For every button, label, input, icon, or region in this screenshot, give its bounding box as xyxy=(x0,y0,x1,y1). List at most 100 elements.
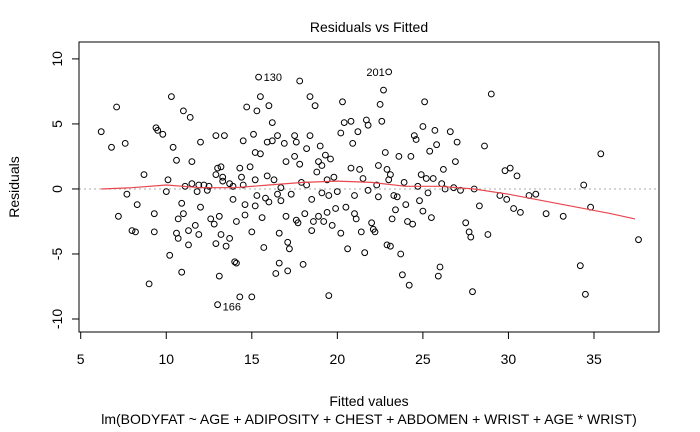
data-point xyxy=(371,228,379,236)
point-label: 166 xyxy=(223,302,241,314)
data-point xyxy=(347,164,355,172)
data-point xyxy=(327,155,334,163)
data-point xyxy=(412,136,420,143)
data-point xyxy=(635,236,642,244)
data-point xyxy=(392,206,399,214)
data-point xyxy=(251,202,259,210)
data-point xyxy=(313,168,321,176)
data-point xyxy=(296,160,304,168)
data-point xyxy=(217,163,225,171)
data-point xyxy=(351,192,358,199)
data-point xyxy=(402,201,410,209)
data-point xyxy=(513,172,521,180)
data-point xyxy=(325,292,333,300)
data-point xyxy=(429,175,437,182)
data-point xyxy=(357,228,365,236)
data-point xyxy=(434,272,442,280)
data-point xyxy=(233,218,240,225)
data-point xyxy=(241,201,249,209)
data-point xyxy=(397,250,405,258)
data-point xyxy=(294,219,302,227)
data-point xyxy=(282,212,290,220)
data-point xyxy=(388,215,396,223)
data-point xyxy=(212,132,220,140)
data-point xyxy=(481,142,488,150)
data-point xyxy=(238,173,245,181)
data-point xyxy=(280,140,288,147)
data-point xyxy=(428,214,435,222)
data-point xyxy=(580,181,588,189)
data-point xyxy=(133,201,141,209)
data-point xyxy=(265,198,273,206)
data-point xyxy=(597,150,605,158)
data-point xyxy=(476,202,483,210)
points-layer xyxy=(97,68,642,309)
data-point xyxy=(436,263,444,271)
data-point xyxy=(231,258,239,266)
data-point xyxy=(487,90,495,98)
data-point xyxy=(178,199,186,207)
data-point xyxy=(417,171,425,179)
data-point xyxy=(263,172,271,180)
data-point xyxy=(375,193,382,201)
data-point xyxy=(262,194,269,202)
data-point xyxy=(185,227,192,235)
data-point xyxy=(373,181,381,189)
data-point xyxy=(410,132,418,140)
data-point xyxy=(446,128,454,136)
data-point xyxy=(576,262,584,270)
data-point xyxy=(484,231,492,238)
data-point xyxy=(150,228,158,236)
data-point xyxy=(180,210,187,218)
data-point xyxy=(219,173,227,181)
data-point xyxy=(195,231,203,238)
data-point xyxy=(265,102,273,110)
data-point xyxy=(123,190,131,198)
data-point xyxy=(378,117,386,125)
y-tick-label: 5 xyxy=(49,120,65,128)
data-point xyxy=(383,166,391,173)
data-point xyxy=(217,231,225,238)
data-point xyxy=(390,192,398,199)
data-point xyxy=(162,188,170,196)
data-point xyxy=(178,268,186,276)
data-point xyxy=(323,176,331,184)
data-point xyxy=(243,103,251,111)
data-point xyxy=(284,267,292,275)
y-tick-label: -10 xyxy=(49,309,65,329)
x-tick-label: 35 xyxy=(586,351,602,367)
data-point xyxy=(467,233,475,241)
data-point xyxy=(251,176,259,184)
data-point xyxy=(303,145,311,153)
data-point xyxy=(368,219,376,227)
data-point xyxy=(233,259,240,267)
data-point xyxy=(205,182,213,190)
data-point xyxy=(301,210,309,218)
data-point xyxy=(440,166,447,173)
data-point xyxy=(257,150,264,158)
data-point xyxy=(310,218,317,225)
data-point xyxy=(214,164,222,172)
data-point xyxy=(462,219,470,227)
data-point xyxy=(532,190,540,198)
x-tick-label: 10 xyxy=(158,351,174,367)
data-point xyxy=(356,166,364,173)
data-point xyxy=(121,140,129,147)
data-point xyxy=(215,212,223,220)
data-point xyxy=(97,128,105,136)
data-point xyxy=(226,235,234,242)
data-point xyxy=(168,93,175,100)
x-tick-label: 20 xyxy=(330,351,346,367)
y-tick-label: 0 xyxy=(49,185,65,193)
data-point xyxy=(375,162,382,169)
chart-title: Residuals vs Fitted xyxy=(310,19,428,35)
data-point xyxy=(222,242,230,250)
data-point xyxy=(248,293,256,301)
data-point xyxy=(299,261,307,268)
data-point xyxy=(239,181,247,189)
data-point xyxy=(559,212,567,220)
data-point xyxy=(318,162,326,169)
data-point xyxy=(337,129,345,137)
data-point xyxy=(173,156,180,164)
model-formula-subtitle: lm(BODYFAT ~ AGE + ADIPOSITY + CHEST + A… xyxy=(101,411,637,427)
